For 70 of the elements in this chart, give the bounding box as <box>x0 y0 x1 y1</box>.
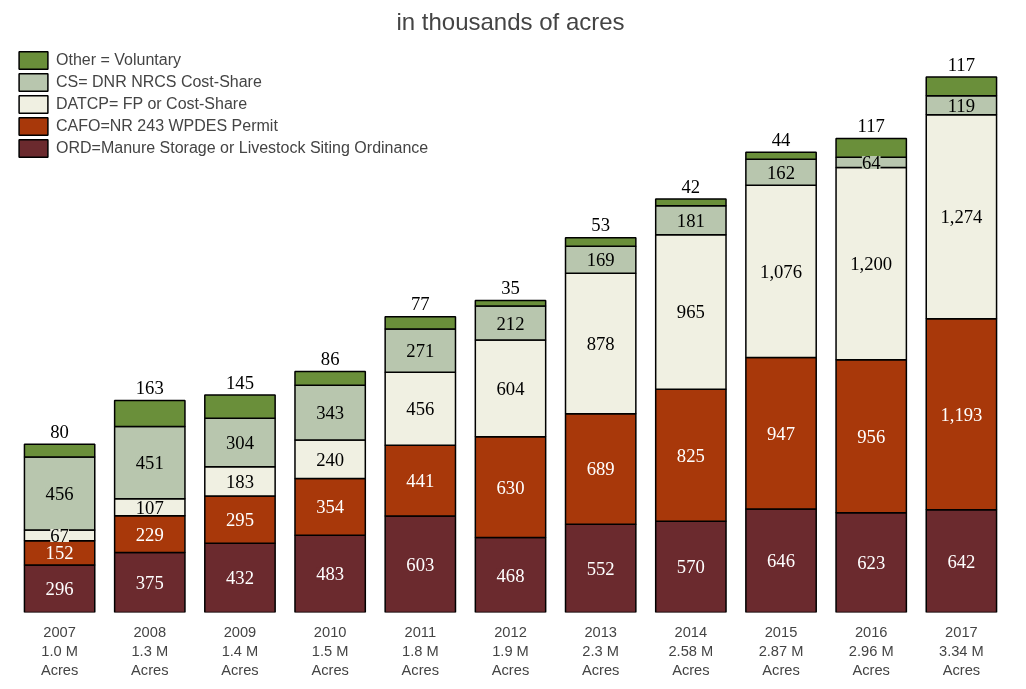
x-tick-label: 2009 1.4 M Acres <box>221 623 259 678</box>
data-label: 642 <box>947 550 976 572</box>
data-label: 229 <box>135 523 164 545</box>
data-label: 878 <box>586 333 615 355</box>
data-label: 162 <box>767 161 796 183</box>
chart-title: in thousands of acres <box>396 7 625 35</box>
data-label: 107 <box>135 496 164 518</box>
legend-label: CS= DNR NRCS Cost-Share <box>56 73 262 91</box>
data-label: 169 <box>586 249 615 271</box>
data-label: 295 <box>225 509 254 531</box>
legend-label: CAFO=NR 243 WPDES Permit <box>56 117 278 135</box>
data-label: 825 <box>676 444 705 466</box>
data-label: 119 <box>947 94 976 116</box>
data-label: 163 <box>135 376 164 398</box>
data-label: 183 <box>225 470 254 492</box>
data-label: 441 <box>406 470 435 492</box>
x-tick-label: 2013 2.3 M Acres <box>581 623 620 678</box>
data-label: 689 <box>586 458 615 480</box>
legend-label: ORD=Manure Storage or Livestock Siting Ordinance <box>56 139 429 157</box>
data-label: 304 <box>225 431 255 453</box>
data-label: 117 <box>857 115 885 137</box>
x-tick-label: 2010 1.5 M Acres <box>311 623 349 678</box>
data-label: 1,193 <box>940 403 983 425</box>
x-tick-label: 2012 1.9 M Acres <box>491 623 530 678</box>
data-label: 623 <box>857 552 886 574</box>
data-label: 44 <box>771 128 792 150</box>
data-label: 630 <box>496 476 525 498</box>
data-label: 354 <box>316 496 345 518</box>
data-label: 1,200 <box>850 253 893 275</box>
x-tick-label: 2007 1.0 M Acres <box>40 623 79 678</box>
data-label: 468 <box>496 564 525 586</box>
x-tick-label: 2014 2.58 M Acres <box>668 623 714 678</box>
data-label: 965 <box>676 301 705 323</box>
x-tick-label: 2016 2.96 M Acres <box>848 623 894 678</box>
data-label: 35 <box>501 277 520 299</box>
x-tick-label: 2015 2.87 M Acres <box>758 623 804 678</box>
data-label: 117 <box>947 53 976 75</box>
legend-label: Other = Voluntary <box>56 51 181 69</box>
data-label: 181 <box>676 209 705 231</box>
data-label: 42 <box>681 175 701 197</box>
data-label: 451 <box>135 452 164 474</box>
data-label: 86 <box>320 347 340 369</box>
data-label: 64 <box>861 151 882 173</box>
data-label: 552 <box>586 557 615 579</box>
data-label: 646 <box>767 550 796 572</box>
data-label: 956 <box>857 425 886 447</box>
x-tick-label: 2008 1.3 M Acres <box>131 623 169 678</box>
data-label: 145 <box>225 371 254 393</box>
data-label: 456 <box>45 483 74 505</box>
x-tick-label: 2017 3.34 M Acres <box>938 623 984 678</box>
data-label: 375 <box>135 571 164 593</box>
data-label: 456 <box>406 398 435 420</box>
data-label: 53 <box>591 214 611 236</box>
data-label: 432 <box>225 567 254 589</box>
data-label: 947 <box>767 422 796 444</box>
data-label: 1,274 <box>940 206 984 228</box>
data-label: 343 <box>316 402 345 424</box>
data-label: 604 <box>496 377 526 399</box>
legend-label: DATCP= FP or Cost-Share <box>56 95 248 113</box>
data-label: 1,076 <box>760 260 803 282</box>
data-label: 296 <box>45 578 74 600</box>
data-label: 77 <box>410 293 430 315</box>
data-label: 483 <box>316 563 345 585</box>
data-label: 570 <box>676 556 705 578</box>
data-label: 271 <box>406 340 435 362</box>
x-tick-label: 2011 1.8 M Acres <box>401 623 440 678</box>
data-label: 240 <box>316 448 345 470</box>
data-label: 80 <box>50 420 69 442</box>
data-label: 603 <box>406 553 435 575</box>
data-label: 212 <box>496 312 525 334</box>
